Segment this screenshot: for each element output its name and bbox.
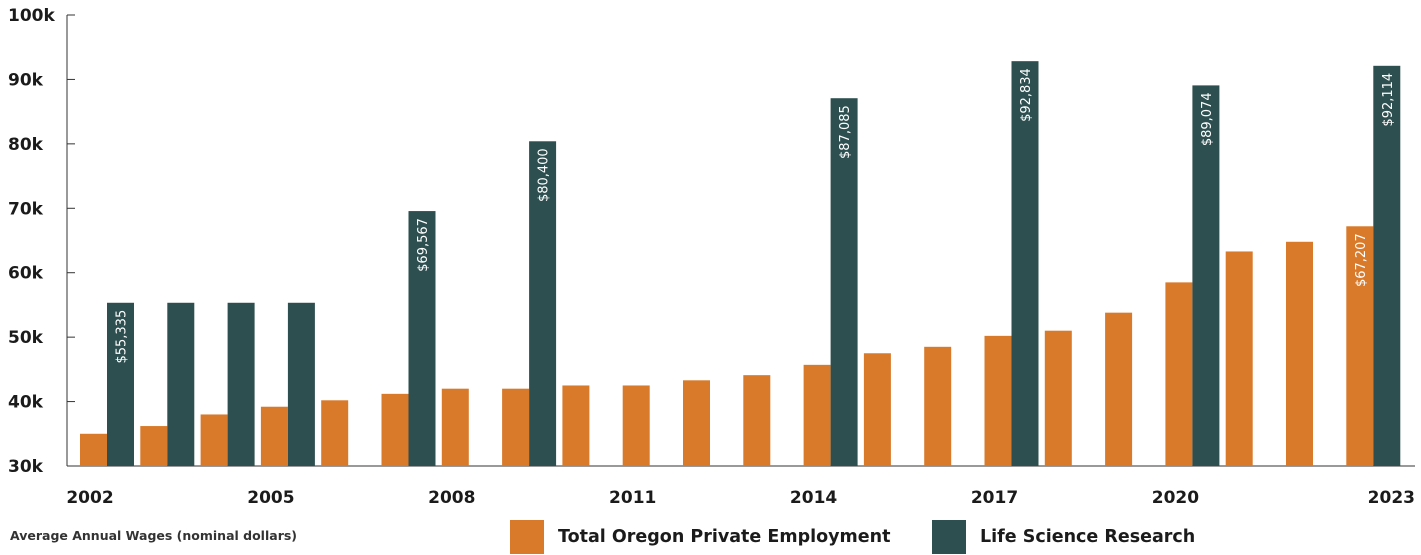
bar-life-science [1373,65,1401,466]
chart-note: Average Annual Wages (nominal dollars) [10,528,298,543]
y-tick-label: 70k [8,199,44,219]
axes: 30k 40k 50k 60k 70k 80k 90k 100k 2002 2005 2008 201… [8,6,1415,508]
bar-life-science [529,141,557,466]
bar-private-employment [502,388,530,466]
x-tick-label: 2020 [1152,488,1199,508]
bar-data-label: $87,085 [838,105,853,159]
bar-private-employment [1286,241,1313,466]
bar-life-science [287,302,315,466]
bar-life-science [107,302,134,466]
legend-item-life-science: Life Science Research [932,520,1195,554]
bar-data-label: $92,114 [1381,73,1396,127]
x-tick-label: 2011 [609,488,656,508]
y-tick-label: 40k [8,393,44,413]
bars [80,61,1401,466]
bar-private-employment [1165,282,1193,466]
bar-private-employment [683,380,710,466]
bar-private-employment [743,375,771,466]
bar-chart: 30k 40k 50k 60k 70k 80k 90k 100k 2002 2005 2008 201… [8,6,1415,508]
y-tick-label: 30k [8,457,44,477]
x-tick-label: 2017 [971,488,1018,508]
bar-life-science [830,98,858,466]
x-tick-label: 2014 [790,488,837,508]
x-tick-label: 2002 [66,488,113,508]
bar-life-science [167,302,195,466]
bar-private-employment [381,393,409,466]
bar-data-label: $67,207 [1354,233,1369,287]
legend-label-life-science: Life Science Research [980,527,1196,547]
bar-private-employment [80,433,107,466]
bar-private-employment [260,406,288,466]
bar-private-employment [200,414,228,466]
y-tick-label: 100k [8,6,55,26]
bar-private-employment [622,385,650,466]
bar-data-label: $80,400 [537,148,552,202]
bar-private-employment [140,426,168,466]
bar-data-label: $89,074 [1200,92,1215,146]
bar-private-employment [321,400,349,466]
bar-life-science [408,211,436,466]
y-tick-label: 90k [8,70,44,90]
legend-item-private-employment: Total Oregon Private Employment [510,520,890,554]
bar-private-employment [562,385,590,466]
bar-life-science [1192,85,1220,466]
y-tick-label: 50k [8,328,44,348]
bar-private-employment [1225,251,1253,466]
bar-data-label: $69,567 [416,218,431,272]
bar-private-employment [924,346,952,466]
data-labels: $55,335 $69,567 $80,400 $87,085 $92,834 $89,0… [115,68,1396,363]
bar-private-employment [863,353,891,466]
legend-swatch-private-employment [510,520,544,554]
x-tick-label: 2023 [1368,488,1415,508]
bar-private-employment [984,335,1012,466]
bar-data-label: $92,834 [1019,68,1034,122]
bar-private-employment [1044,330,1072,466]
bar-life-science [1011,61,1039,466]
legend-swatch-life-science [932,520,966,554]
bar-private-employment [441,388,469,466]
y-tick-label: 60k [8,264,44,284]
bar-life-science [227,302,255,466]
x-tick-label: 2008 [428,488,475,508]
bar-private-employment [803,364,831,466]
x-tick-label: 2005 [247,488,294,508]
legend-label-private-employment: Total Oregon Private Employment [558,527,891,547]
bar-data-label: $55,335 [115,310,130,364]
bar-private-employment [1346,226,1374,466]
y-tick-label: 80k [8,135,44,155]
bar-private-employment [1105,312,1133,466]
